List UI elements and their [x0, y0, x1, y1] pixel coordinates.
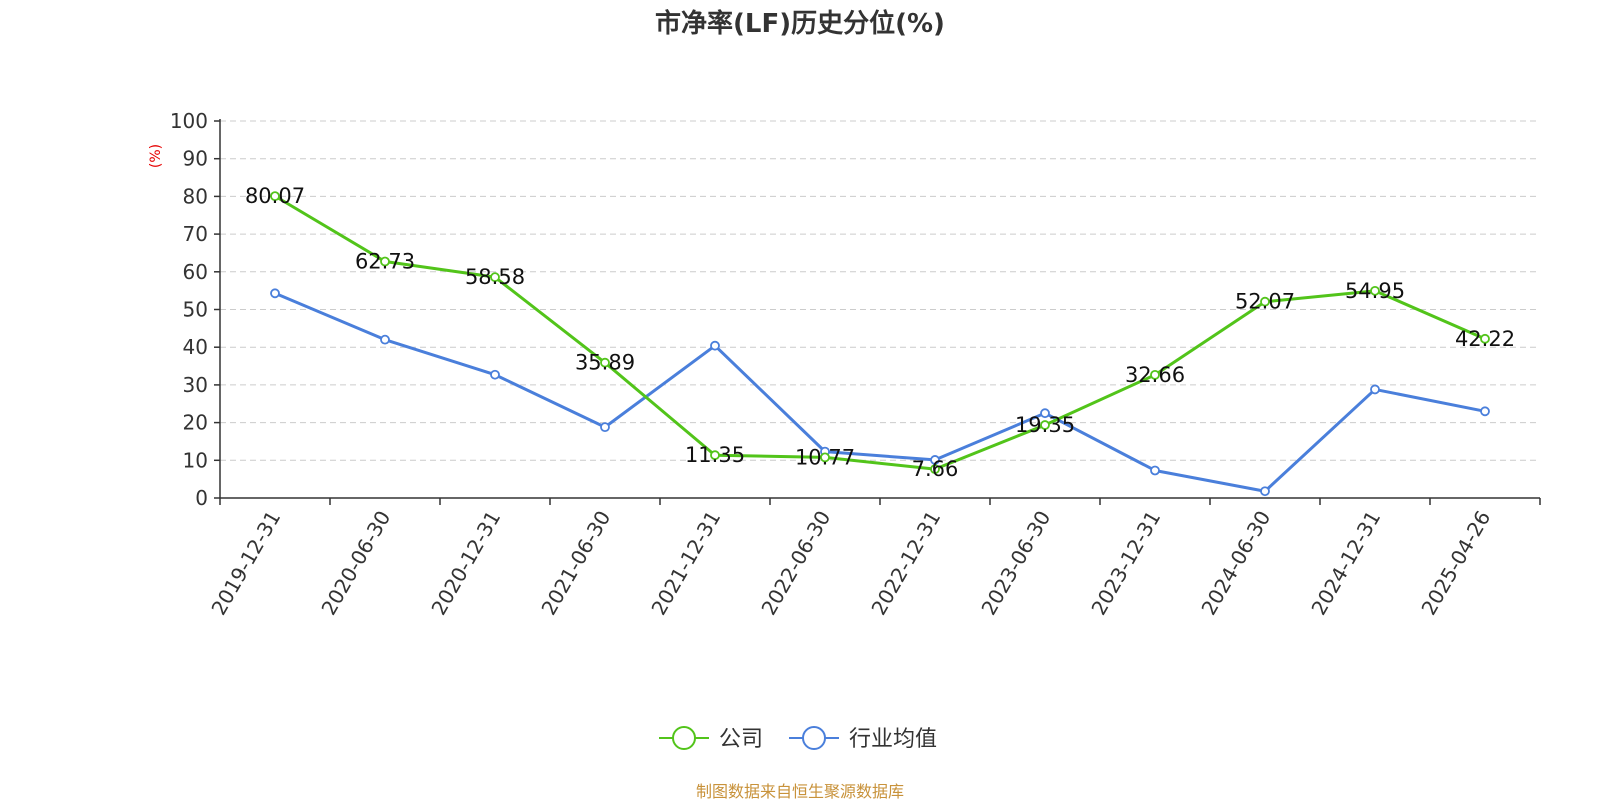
x-tick-label: 2022-12-31: [866, 507, 945, 620]
data-point: [710, 450, 720, 461]
data-point: [710, 340, 720, 351]
data-point: [1480, 333, 1490, 344]
data-labels: 80.07 62.73 58.58 35.89 11.35 10.77 7.66 19.35 3…: [245, 184, 1515, 481]
data-label: 10.77: [795, 445, 855, 469]
data-label: 42.22: [1455, 327, 1515, 351]
x-tick-label: 2024-12-31: [1306, 507, 1385, 620]
x-tick-label: 2019-12-31: [206, 507, 285, 620]
data-label: 7.66: [912, 457, 959, 481]
data-point: [1150, 465, 1160, 476]
data-point: [380, 334, 390, 345]
data-label: 35.89: [575, 351, 635, 375]
data-point: [1370, 384, 1380, 395]
legend-marker: [802, 726, 826, 750]
data-label: 32.66: [1125, 363, 1185, 387]
x-tick-label: 2021-06-30: [536, 507, 615, 620]
data-point: [270, 191, 280, 202]
data-label: 80.07: [245, 184, 305, 208]
y-tick-label: 100: [170, 109, 208, 133]
axes: 0 10 20 30 40 50 60 70 80 90 100 2019-12-31 2020-06-…: [170, 109, 1541, 620]
x-tick-label: 2020-06-30: [316, 507, 395, 620]
data-point: [600, 357, 610, 368]
y-axis-label: (%): [148, 144, 164, 168]
x-tick-label: 2023-06-30: [976, 507, 1055, 620]
y-tick-label: 0: [195, 486, 208, 510]
data-point: [820, 452, 830, 463]
x-tick-label: 2022-06-30: [756, 507, 835, 620]
data-point: [1040, 408, 1050, 419]
legend: 公司 行业均值: [659, 726, 937, 752]
data-label: 52.07: [1235, 290, 1295, 314]
y-tick-label: 40: [183, 335, 208, 359]
data-label: 58.58: [465, 265, 525, 289]
x-tick-label: 2021-12-31: [646, 507, 725, 620]
grid-lines: [220, 120, 1540, 461]
data-point: [1370, 285, 1380, 296]
legend-label: 行业均值: [849, 727, 937, 752]
series-line: [274, 291, 1486, 493]
x-tick-label: 2020-12-31: [426, 507, 505, 620]
x-tick-label: 2025-04-26: [1416, 507, 1495, 620]
data-point: [1260, 486, 1270, 497]
data-label: 54.95: [1345, 279, 1405, 303]
y-tick-label: 50: [183, 298, 208, 322]
data-point: [490, 369, 500, 380]
data-label: 19.35: [1015, 413, 1075, 437]
y-tick-label: 10: [183, 448, 208, 472]
footer-source: 制图数据来自恒生聚源数据库: [695, 782, 904, 801]
data-point: [270, 288, 280, 299]
data-point: [930, 464, 940, 475]
y-tick-label: 90: [183, 147, 208, 171]
x-tick-label: 2023-12-31: [1086, 507, 1165, 620]
y-tick-label: 30: [183, 373, 208, 397]
y-tick-label: 80: [183, 184, 208, 208]
data-point: [1040, 420, 1050, 430]
data-label: 62.73: [355, 250, 415, 274]
x-tick-label: 2024-06-30: [1196, 507, 1275, 620]
series-lines: [274, 194, 1486, 493]
y-tick-label: 60: [183, 260, 208, 284]
chart-title: 市净率(LF)历史分位(%): [655, 8, 945, 39]
data-point: [1480, 406, 1490, 417]
legend-label: 公司: [719, 727, 763, 752]
series-points: [270, 191, 1490, 497]
legend-marker: [672, 726, 696, 750]
data-label: 11.35: [685, 443, 745, 467]
data-point: [490, 272, 500, 283]
data-point: [930, 455, 940, 465]
y-tick-label: 20: [183, 411, 208, 435]
y-tick-label: 70: [183, 222, 208, 246]
data-point: [600, 422, 610, 433]
data-point: [1150, 369, 1160, 380]
data-point: [380, 256, 390, 267]
series-line: [274, 194, 1486, 471]
data-point: [1260, 296, 1270, 307]
